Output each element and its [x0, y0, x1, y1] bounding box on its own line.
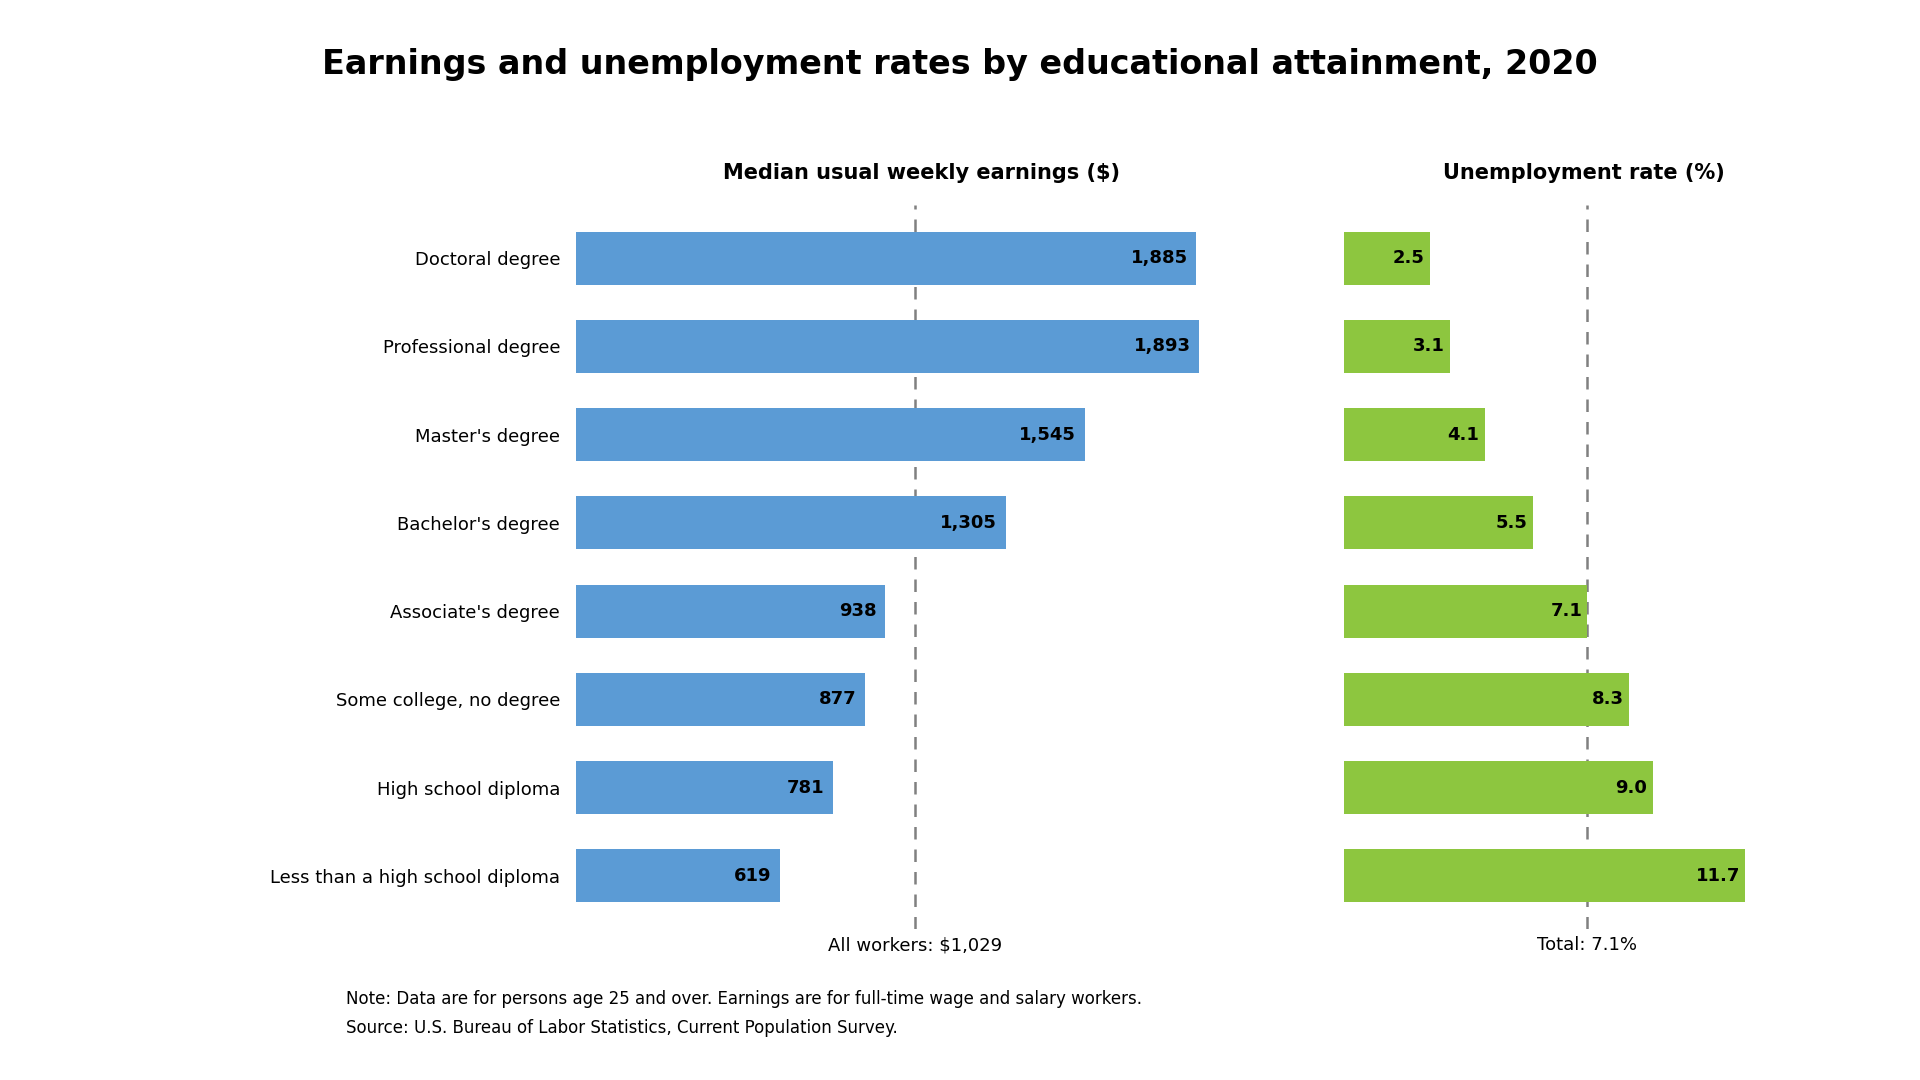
- Bar: [1344, 673, 1628, 726]
- Bar: [576, 320, 1200, 373]
- Bar: [1344, 408, 1484, 461]
- Text: 781: 781: [787, 779, 826, 797]
- Text: Note: Data are for persons age 25 and over. Earnings are for full-time wage and : Note: Data are for persons age 25 and ov…: [346, 990, 1142, 1008]
- Text: 5.5: 5.5: [1496, 514, 1528, 531]
- Text: 619: 619: [733, 867, 772, 885]
- Bar: [576, 761, 833, 814]
- Bar: [576, 497, 1006, 550]
- Text: Source: U.S. Bureau of Labor Statistics, Current Population Survey.: Source: U.S. Bureau of Labor Statistics,…: [346, 1020, 897, 1037]
- Text: 8.3: 8.3: [1592, 690, 1624, 708]
- Bar: [576, 673, 864, 726]
- Text: Median usual weekly earnings ($): Median usual weekly earnings ($): [724, 163, 1119, 184]
- Text: 877: 877: [818, 690, 856, 708]
- Text: All workers: $1,029: All workers: $1,029: [828, 936, 1002, 954]
- Text: Total: 7.1%: Total: 7.1%: [1538, 936, 1638, 954]
- Text: 3.1: 3.1: [1413, 337, 1446, 355]
- Bar: [576, 408, 1085, 461]
- Bar: [1344, 849, 1745, 902]
- Text: 938: 938: [839, 603, 877, 620]
- Text: 1,305: 1,305: [941, 514, 996, 531]
- Bar: [1344, 320, 1450, 373]
- Text: 1,893: 1,893: [1135, 337, 1190, 355]
- Text: 2.5: 2.5: [1392, 249, 1425, 267]
- Bar: [1344, 761, 1653, 814]
- Bar: [1344, 497, 1532, 550]
- Text: 9.0: 9.0: [1615, 779, 1647, 797]
- Bar: [1344, 232, 1430, 285]
- Text: 4.1: 4.1: [1448, 426, 1480, 444]
- Text: Unemployment rate (%): Unemployment rate (%): [1444, 163, 1724, 184]
- Bar: [1344, 584, 1588, 637]
- Bar: [576, 232, 1196, 285]
- Text: Earnings and unemployment rates by educational attainment, 2020: Earnings and unemployment rates by educa…: [323, 49, 1597, 81]
- Bar: [576, 584, 885, 637]
- Bar: [576, 849, 780, 902]
- Text: 1,545: 1,545: [1020, 426, 1077, 444]
- Text: 7.1: 7.1: [1551, 603, 1582, 620]
- Text: 11.7: 11.7: [1695, 867, 1740, 885]
- Text: 1,885: 1,885: [1131, 249, 1188, 267]
